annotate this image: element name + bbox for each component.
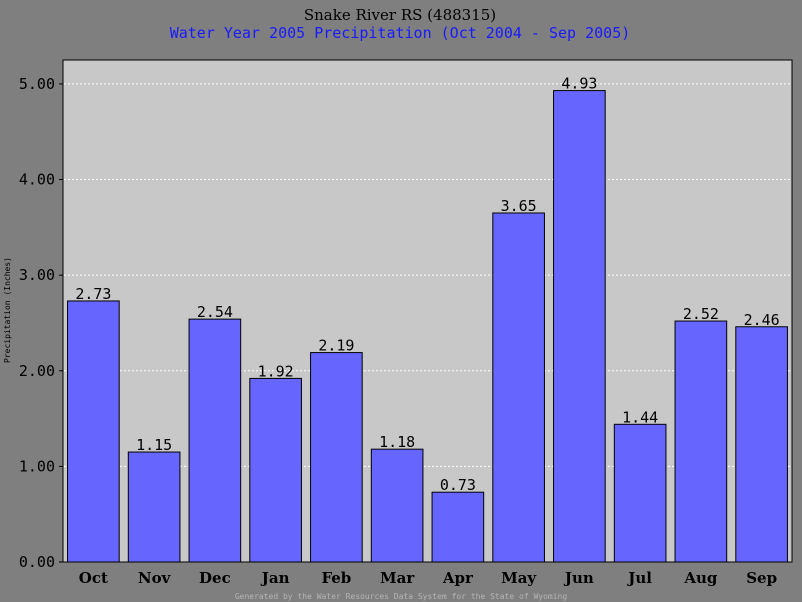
y-tick-label: 5.00 — [19, 75, 55, 93]
y-tick-label: 4.00 — [19, 171, 55, 189]
data-label: 2.52 — [683, 305, 719, 323]
data-label: 2.73 — [75, 285, 111, 303]
y-axis-label: Precipitation (Inches) — [3, 257, 12, 363]
data-label: 1.44 — [622, 408, 658, 426]
chart-subtitle: Water Year 2005 Precipitation (Oct 2004 … — [170, 24, 631, 42]
y-tick-label: 2.00 — [19, 362, 55, 380]
bar-dec — [188, 318, 242, 563]
bar-sep — [735, 326, 788, 563]
bar-jun — [553, 90, 606, 563]
bars: 2.73 1.15 2.54 1.92 2.19 1.18 0.73 3.65 4.93 1.44… — [67, 75, 788, 563]
data-label: 3.65 — [501, 197, 537, 215]
bar-may — [492, 212, 545, 563]
data-label: 0.73 — [440, 476, 476, 494]
x-tick-label: Nov — [138, 569, 172, 587]
x-tick-label: Mar — [380, 569, 415, 587]
data-label: 4.93 — [561, 75, 597, 93]
x-tick-label: Jul — [626, 569, 652, 587]
bar-feb — [310, 352, 363, 563]
plot-area — [62, 59, 793, 563]
bar-aug — [674, 320, 728, 563]
x-tick-label: Jun — [563, 569, 594, 587]
y-tick-label: 3.00 — [19, 266, 55, 284]
axes: 0.00 1.00 2.00 3.00 4.00 5.00 Oct Nov Dec Jan Feb M… — [19, 75, 777, 587]
data-label: 1.18 — [379, 433, 415, 451]
bar-mar — [370, 448, 424, 563]
y-tick-label: 1.00 — [19, 457, 55, 475]
data-label: 2.54 — [197, 303, 233, 321]
bar-jan — [249, 377, 302, 563]
data-label: 2.46 — [744, 311, 780, 329]
bar-nov — [127, 451, 181, 563]
grid-lines — [64, 83, 791, 467]
x-tick-label: Oct — [79, 569, 108, 587]
footer-credit: Generated by the Water Resources Data Sy… — [235, 592, 568, 601]
bar-apr — [431, 491, 485, 563]
x-tick-label: Feb — [321, 569, 351, 587]
y-tick-label: 0.00 — [19, 553, 55, 571]
x-tick-label: Aug — [683, 569, 718, 587]
data-label: 2.19 — [318, 337, 354, 355]
x-tick-label: Apr — [442, 569, 474, 587]
chart-title: Snake River RS (488315) — [304, 6, 496, 24]
x-tick-label: Sep — [746, 569, 777, 587]
x-tick-label: May — [501, 569, 537, 587]
bar-jul — [613, 423, 667, 563]
data-label: 1.92 — [258, 362, 294, 380]
x-tick-label: Jan — [260, 569, 290, 587]
bar-oct — [67, 300, 120, 563]
x-tick-label: Dec — [199, 569, 231, 587]
data-label: 1.15 — [136, 436, 172, 454]
